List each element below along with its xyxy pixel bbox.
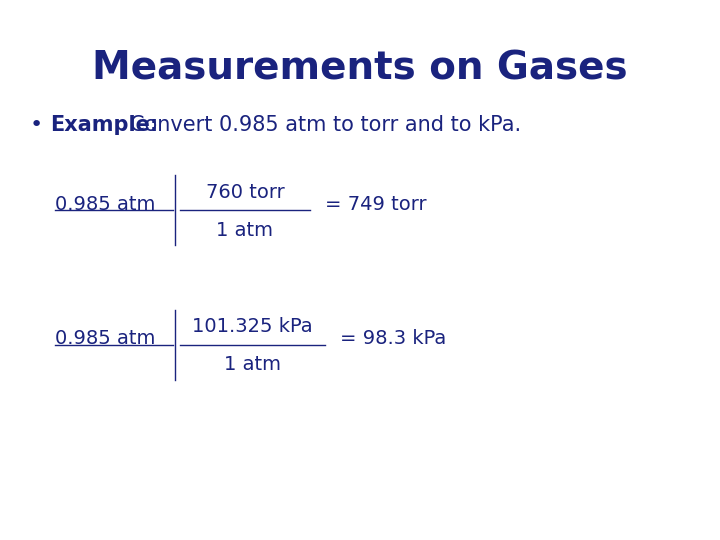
Text: 760 torr: 760 torr [206, 183, 284, 201]
Text: 0.985 atm: 0.985 atm [55, 194, 156, 213]
Text: Measurements on Gases: Measurements on Gases [92, 50, 628, 88]
Text: 1 atm: 1 atm [217, 220, 274, 240]
Text: 0.985 atm: 0.985 atm [55, 329, 156, 348]
Text: = 98.3 kPa: = 98.3 kPa [340, 329, 446, 348]
Text: Example:: Example: [50, 115, 158, 135]
Text: 1 atm: 1 atm [224, 355, 281, 375]
Text: •: • [30, 115, 43, 135]
Text: = 749 torr: = 749 torr [325, 194, 427, 213]
Text: 101.325 kPa: 101.325 kPa [192, 318, 312, 336]
Text: Convert 0.985 atm to torr and to kPa.: Convert 0.985 atm to torr and to kPa. [130, 115, 521, 135]
